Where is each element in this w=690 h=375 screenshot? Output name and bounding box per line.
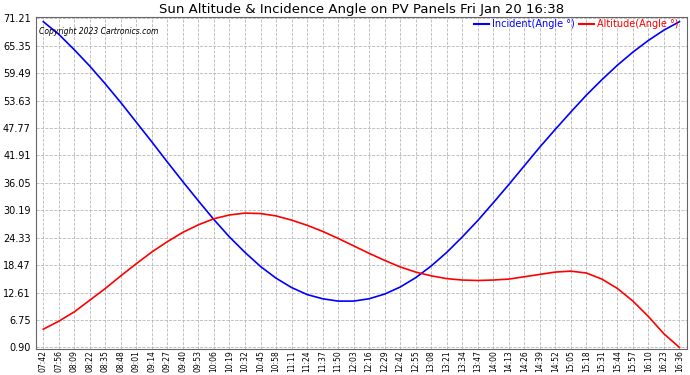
Title: Sun Altitude & Incidence Angle on PV Panels Fri Jan 20 16:38: Sun Altitude & Incidence Angle on PV Pan…: [159, 3, 564, 16]
Text: Copyright 2023 Cartronics.com: Copyright 2023 Cartronics.com: [39, 27, 158, 36]
Legend: Incident(Angle °), Altitude(Angle °): Incident(Angle °), Altitude(Angle °): [471, 15, 682, 33]
